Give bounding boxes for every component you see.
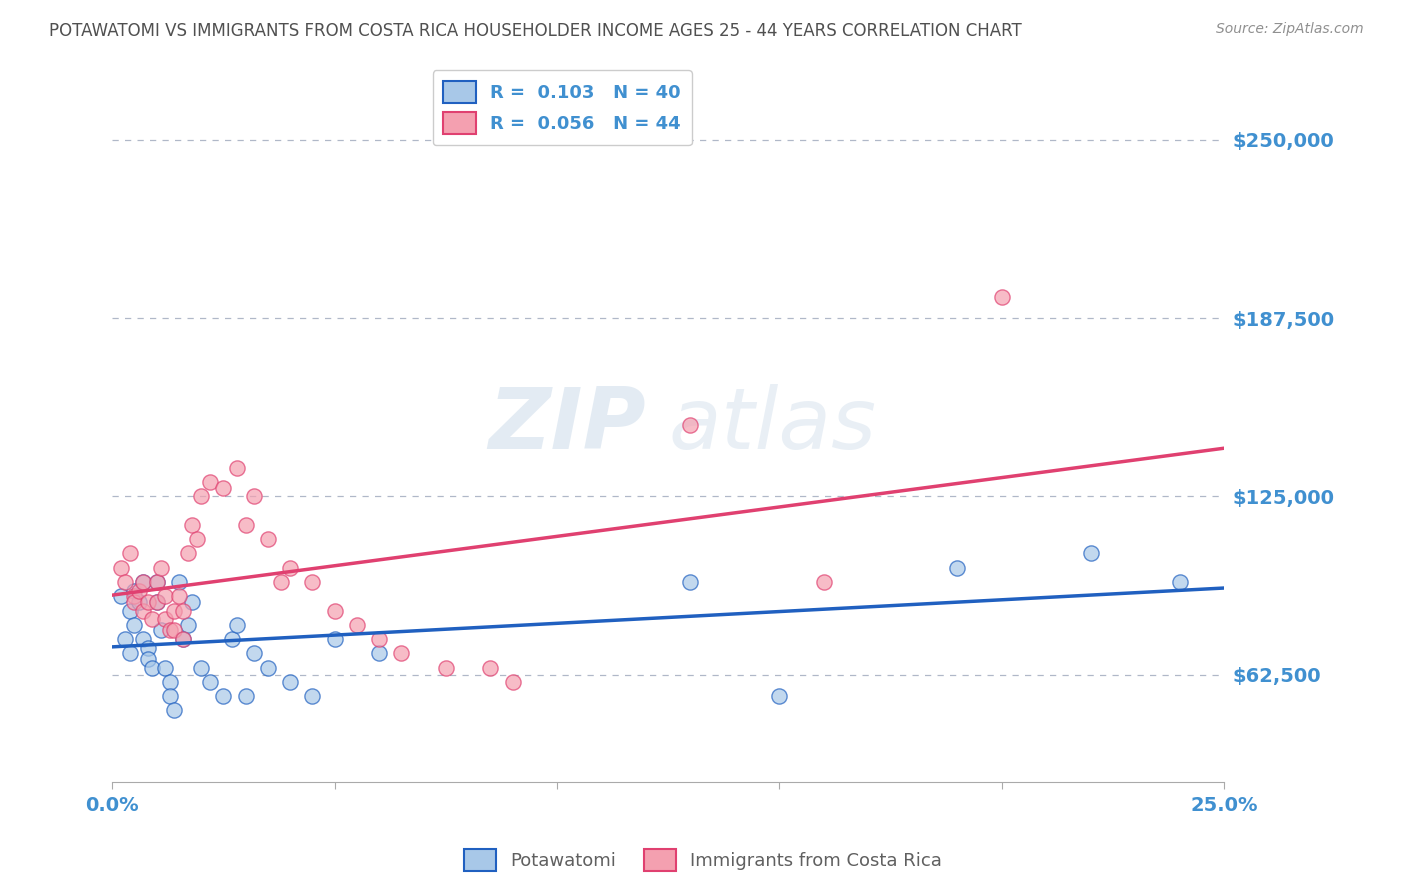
Text: POTAWATOMI VS IMMIGRANTS FROM COSTA RICA HOUSEHOLDER INCOME AGES 25 - 44 YEARS C: POTAWATOMI VS IMMIGRANTS FROM COSTA RICA…	[49, 22, 1022, 40]
Point	[225, 617, 247, 632]
Point	[256, 532, 278, 546]
Point	[177, 617, 200, 632]
Text: atlas: atlas	[668, 384, 876, 467]
Point	[368, 646, 391, 660]
Point	[159, 689, 181, 703]
Point	[301, 689, 323, 703]
Point	[141, 612, 163, 626]
Point	[132, 603, 155, 617]
Point	[186, 532, 208, 546]
Point	[124, 589, 146, 603]
Point	[278, 674, 301, 689]
Point	[132, 632, 155, 646]
Point	[118, 546, 141, 560]
Point	[128, 595, 150, 609]
Point	[136, 595, 159, 609]
Point	[145, 595, 167, 609]
Point	[270, 574, 292, 589]
Point	[163, 603, 186, 617]
Point	[679, 418, 702, 433]
Point	[114, 574, 136, 589]
Point	[225, 461, 247, 475]
Point	[155, 660, 177, 674]
Legend: R =  0.103   N = 40, R =  0.056   N = 44: R = 0.103 N = 40, R = 0.056 N = 44	[433, 70, 692, 145]
Point	[198, 475, 221, 490]
Point	[167, 589, 190, 603]
Point	[1080, 546, 1102, 560]
Point	[212, 689, 235, 703]
Point	[243, 646, 266, 660]
Point	[172, 603, 194, 617]
Point	[190, 660, 212, 674]
Point	[502, 674, 524, 689]
Point	[163, 624, 186, 638]
Point	[190, 490, 212, 504]
Point	[256, 660, 278, 674]
Point	[946, 560, 969, 574]
Point	[145, 574, 167, 589]
Point	[323, 603, 346, 617]
Point	[243, 490, 266, 504]
Point	[198, 674, 221, 689]
Point	[181, 517, 204, 532]
Legend: Potawatomi, Immigrants from Costa Rica: Potawatomi, Immigrants from Costa Rica	[457, 842, 949, 879]
Point	[110, 560, 132, 574]
Point	[1168, 574, 1191, 589]
Point	[145, 574, 167, 589]
Point	[128, 583, 150, 598]
Point	[118, 646, 141, 660]
Point	[136, 640, 159, 655]
Point	[212, 481, 235, 495]
Point	[150, 624, 173, 638]
Point	[136, 652, 159, 666]
Point	[301, 574, 323, 589]
Point	[114, 632, 136, 646]
Point	[221, 632, 243, 646]
Point	[479, 660, 502, 674]
Point	[145, 595, 167, 609]
Point	[155, 589, 177, 603]
Point	[813, 574, 835, 589]
Point	[159, 624, 181, 638]
Point	[346, 617, 368, 632]
Point	[141, 660, 163, 674]
Point	[150, 560, 173, 574]
Point	[110, 589, 132, 603]
Point	[278, 560, 301, 574]
Point	[235, 517, 257, 532]
Point	[181, 595, 204, 609]
Point	[177, 546, 200, 560]
Point	[368, 632, 391, 646]
Point	[323, 632, 346, 646]
Point	[124, 617, 146, 632]
Point	[389, 646, 412, 660]
Point	[235, 689, 257, 703]
Text: Source: ZipAtlas.com: Source: ZipAtlas.com	[1216, 22, 1364, 37]
Point	[991, 290, 1014, 304]
Point	[167, 574, 190, 589]
Point	[155, 612, 177, 626]
Point	[132, 574, 155, 589]
Point	[434, 660, 457, 674]
Point	[679, 574, 702, 589]
Point	[163, 703, 186, 717]
Point	[124, 583, 146, 598]
Point	[124, 595, 146, 609]
Point	[768, 689, 790, 703]
Point	[172, 632, 194, 646]
Point	[172, 632, 194, 646]
Point	[132, 574, 155, 589]
Point	[159, 674, 181, 689]
Text: ZIP: ZIP	[488, 384, 645, 467]
Point	[118, 603, 141, 617]
